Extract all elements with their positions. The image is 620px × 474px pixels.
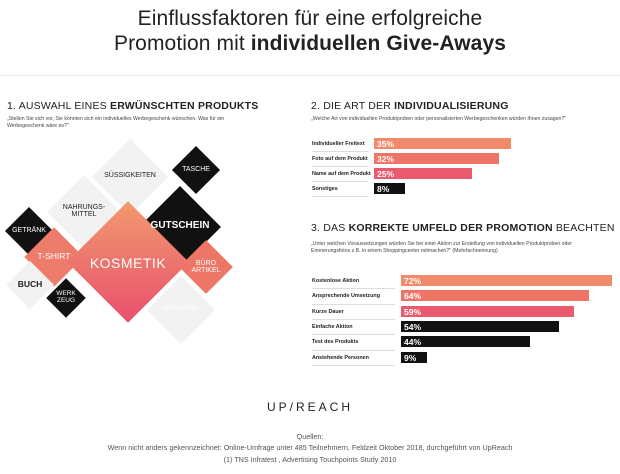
- bar: [374, 153, 499, 164]
- section3-heading-bold: KORREKTE UMFELD DER PROMOTION: [348, 222, 553, 234]
- row-separator: [312, 303, 395, 305]
- diamond-label-tasche: TASCHE: [182, 166, 210, 173]
- bar: [374, 183, 405, 194]
- section2-heading-bold: INDIVIDUALISIERUNG: [394, 100, 509, 112]
- diamond-label-kosmetik: KOSMETIK: [89, 255, 167, 271]
- row-separator: [312, 364, 395, 366]
- title-line-2-bold: individuellen Give-Aways: [250, 32, 507, 55]
- section3-heading: 3. DAS KORREKTE UMFELD DER PROMOTION BEA…: [311, 222, 615, 234]
- bar-value-label: 9%: [404, 352, 417, 363]
- bar: [401, 305, 574, 317]
- section3-question: „Unter welchen Voraussetzungen würden Si…: [311, 241, 572, 254]
- bar-value-label: 8%: [377, 184, 390, 194]
- bar: [401, 336, 530, 348]
- row-separator: [312, 196, 368, 197]
- sources-line-2: (1) TNS Infratest , Advertising Touchpoi…: [223, 455, 397, 464]
- row-separator: [312, 334, 395, 336]
- diamond-label-shampoo: SHAMPOO: [163, 305, 199, 312]
- section3-heading-regular-1: 3. DAS: [311, 222, 349, 234]
- bar-value-label: 25%: [377, 169, 395, 179]
- bar-label: Einfache Aktion: [312, 323, 353, 330]
- bar-label: Name auf dem Produkt: [312, 171, 371, 177]
- bar-value-label: 32%: [377, 154, 395, 164]
- bar: [401, 351, 427, 363]
- section1-heading-bold: ERWÜNSCHTEN PRODUKTS: [110, 100, 259, 112]
- row-separator: [312, 181, 368, 182]
- bar-value-label: 72%: [404, 276, 422, 286]
- bar-value-label: 44%: [404, 337, 422, 348]
- title-line-2-regular: Promotion mit: [113, 32, 251, 55]
- bar-label: Individueller Freitext: [312, 141, 365, 147]
- sources-heading: Quellen:: [296, 432, 324, 441]
- bar-label: Foto auf dem Produkt: [312, 156, 368, 162]
- bar-value-label: 59%: [404, 306, 422, 317]
- bar-label: Kurze Dauer: [312, 308, 344, 315]
- row-separator: [312, 151, 368, 152]
- bar-label: Kostenlose Aktion: [312, 278, 360, 284]
- diamond-label-gutschein: GUTSCHEIN: [150, 220, 210, 231]
- row-separator: [312, 288, 395, 290]
- bar-label: Sonstiges: [312, 186, 338, 192]
- bar: [401, 275, 612, 286]
- diamond-label-buero: BÜRO ARTIKEL: [191, 260, 221, 275]
- bar-label: Ansprechende Umsetzung: [312, 293, 380, 300]
- page-title: Einflussfaktoren für eine erfolgreiche P…: [0, 6, 620, 56]
- section2-question: „Welche Art von individuellen Produktpro…: [311, 116, 567, 122]
- bar: [401, 290, 589, 302]
- bar-value-label: 35%: [377, 139, 395, 149]
- diamond-label-tshirt: T-SHIRT: [37, 251, 71, 261]
- diamond-label-buch: BUCH: [17, 279, 43, 289]
- bar-value-label: 54%: [404, 321, 422, 332]
- title-line-1: Einflussfaktoren für eine erfolgreiche: [137, 7, 483, 30]
- section2-heading-regular: 2. DIE ART DER: [311, 100, 395, 112]
- bar-value-label: 64%: [404, 291, 422, 302]
- upreach-logo: UP/REACH: [266, 400, 353, 414]
- bar-label: Test des Produkts: [312, 339, 359, 346]
- title-line-2: Promotion mit individuellen Give-Aways: [0, 31, 620, 56]
- bar-label: Anstehende Personen: [312, 354, 369, 361]
- section1-heading-regular: 1. AUSWAHL EINES: [7, 100, 110, 112]
- row-separator: [312, 318, 395, 320]
- sources-line-1: Wenn nicht anders gekennzeichnet: Online…: [107, 443, 513, 452]
- row-separator: [312, 166, 368, 167]
- bar: [374, 138, 511, 149]
- bar: [374, 168, 472, 179]
- section1-heading: 1. AUSWAHL EINES ERWÜNSCHTEN PRODUKTS: [7, 100, 258, 112]
- diamond-label-werkzeug: WERK ZEUG: [56, 290, 76, 304]
- row-separator: [312, 349, 395, 351]
- section3-heading-regular-2: BEACHTEN: [552, 222, 615, 234]
- diamond-label-nahrungsmittel: NAHRUNGS- MITTEL: [62, 204, 106, 219]
- section1-question: „Stellen Sie sich vor, Sie könnten sich …: [7, 116, 225, 129]
- diamond-label-getraenk: GETRÄNK: [12, 227, 46, 234]
- section2-heading: 2. DIE ART DER INDIVIDUALISIERUNG: [311, 100, 509, 112]
- diamond-label-suessigkeiten: SÜSSIGKEITEN: [104, 172, 156, 179]
- bar: [401, 320, 559, 332]
- header-divider: [0, 75, 620, 76]
